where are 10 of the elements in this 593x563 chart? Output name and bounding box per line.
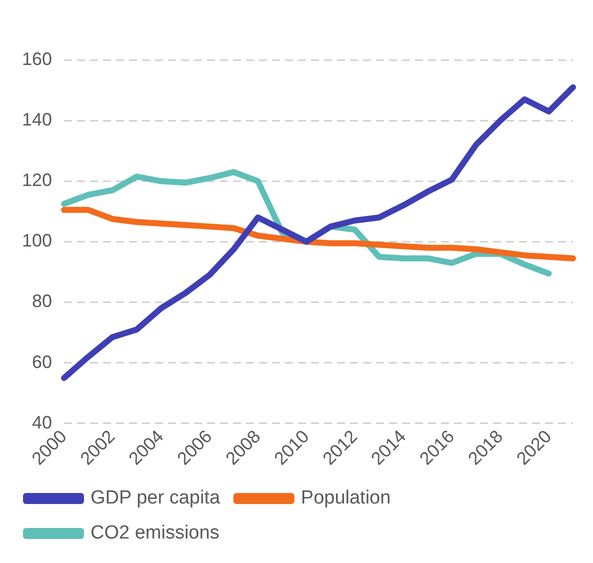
y-tick-label: 60 (32, 352, 52, 372)
y-tick-label: 40 (32, 412, 52, 432)
y-tick-label: 100 (22, 230, 52, 251)
y-tick-label: 160 (22, 48, 52, 69)
legend-label: Population (300, 488, 391, 509)
y-tick-label: 80 (32, 291, 52, 312)
y-tick-label: 120 (22, 170, 52, 190)
legend-label: GDP per capita (90, 488, 220, 509)
y-tick-label: 140 (22, 110, 52, 130)
legend-label: CO2 emissions (90, 522, 220, 544)
